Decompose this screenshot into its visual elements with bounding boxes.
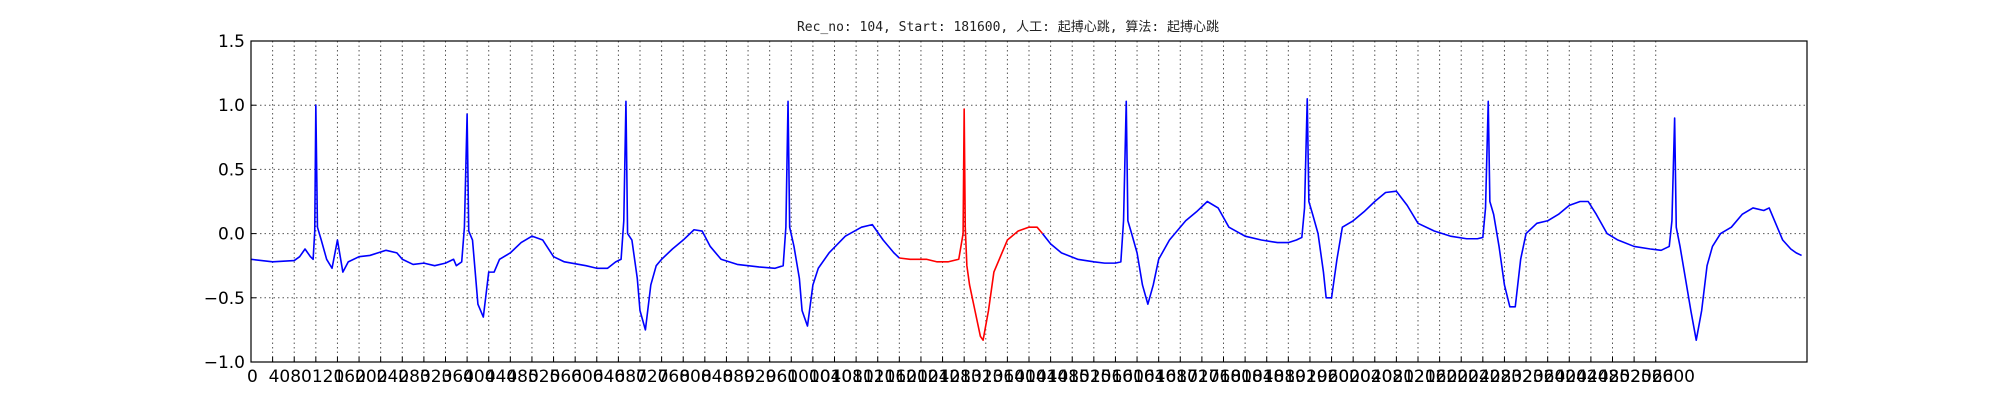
- x-tick-label: 1440: [1025, 367, 1068, 387]
- y-tick-label: −0.5: [204, 289, 245, 309]
- x-tick-label: 1600: [1111, 367, 1154, 387]
- y-tick-label: 1.0: [218, 96, 245, 116]
- x-tick-label: 680: [614, 367, 646, 387]
- ecg-series-line-1: [899, 108, 1044, 341]
- x-tick-label: 920: [744, 367, 776, 387]
- x-tick-label: 440: [485, 367, 517, 387]
- x-tick-label: 1880: [1263, 367, 1306, 387]
- x-tick-label: 2320: [1500, 367, 1543, 387]
- x-tick-label: 360: [442, 367, 474, 387]
- x-tick-label: 1240: [917, 367, 960, 387]
- x-tick-label: 40: [269, 367, 291, 387]
- chart-title: Rec_no: 104, Start: 181600, 人工: 起搏心跳, 算法…: [797, 19, 1219, 35]
- x-tick-label: 1520: [1068, 367, 1111, 387]
- x-tick-label: 2440: [1565, 367, 1608, 387]
- series-lines: [250, 97, 1802, 341]
- y-tick-label: 0.5: [218, 160, 245, 180]
- x-tick-label: 1320: [960, 367, 1003, 387]
- x-tick-label: 2240: [1457, 367, 1500, 387]
- y-tick-label: −1.0: [204, 353, 245, 373]
- x-tick-label: 1840: [1241, 367, 1284, 387]
- x-tick-label: 1120: [852, 367, 895, 387]
- x-tick-label: 640: [593, 367, 625, 387]
- x-tick-label: 760: [658, 367, 690, 387]
- x-tick-label: 2040: [1349, 367, 1392, 387]
- x-tick-label: 1400: [1003, 367, 1046, 387]
- x-tick-label: 720: [636, 367, 668, 387]
- x-tick-label: 1560: [1090, 367, 1133, 387]
- x-tick-label: 280: [398, 367, 430, 387]
- x-tick-label: 1760: [1198, 367, 1241, 387]
- x-tick-label: 2560: [1630, 367, 1673, 387]
- x-tick-label: 1960: [1306, 367, 1349, 387]
- grid-lines: [251, 41, 1807, 362]
- x-tick-label: 1720: [1176, 367, 1219, 387]
- x-tick-label: 320: [420, 367, 452, 387]
- x-tick-label: 1040: [809, 367, 852, 387]
- x-tick-label: 1920: [1284, 367, 1327, 387]
- x-tick-label: 80: [290, 367, 312, 387]
- x-tick-label: 0: [247, 367, 258, 387]
- x-tick-label: 840: [701, 367, 733, 387]
- x-tick-label: 2000: [1328, 367, 1371, 387]
- x-tick-label: 1360: [982, 367, 1025, 387]
- x-tick-label: 1680: [1155, 367, 1198, 387]
- y-tick-labels: −1.0 −0.5 0.0 0.5 1.0 1.5: [204, 32, 256, 373]
- x-tick-label: 1640: [1133, 367, 1176, 387]
- x-tick-label: 960: [766, 367, 798, 387]
- y-tick-label: 1.5: [218, 32, 245, 52]
- x-tick-label: 2120: [1392, 367, 1435, 387]
- x-tick-label: 160: [333, 367, 365, 387]
- x-tick-label: 560: [550, 367, 582, 387]
- x-tick-label: 880: [722, 367, 754, 387]
- x-tick-label: 800: [679, 367, 711, 387]
- x-tick-label: 120: [312, 367, 344, 387]
- x-tick-label: 2360: [1522, 367, 1565, 387]
- x-tick-label: 2480: [1587, 367, 1630, 387]
- x-tick-label: 1160: [874, 367, 917, 387]
- x-tick-label: 2400: [1544, 367, 1587, 387]
- x-tick-label: 1000: [787, 367, 830, 387]
- x-tick-label: 520: [528, 367, 560, 387]
- x-tick-label: 200: [355, 367, 387, 387]
- x-tick-labels: 0 40 80 12016020024028032036040044048052056…: [247, 357, 1695, 387]
- x-tick-label: 1800: [1220, 367, 1263, 387]
- x-tick-label: 1480: [1047, 367, 1090, 387]
- x-tick-label: 2280: [1479, 367, 1522, 387]
- x-tick-label: 480: [506, 367, 538, 387]
- x-tick-label: 400: [463, 367, 495, 387]
- x-tick-label: 1200: [895, 367, 938, 387]
- ecg-series-line-2: [1041, 97, 1802, 341]
- x-tick-label: 600: [571, 367, 603, 387]
- x-tick-label: 1280: [939, 367, 982, 387]
- x-tick-label: 240: [377, 367, 409, 387]
- x-tick-label: 2080: [1371, 367, 1414, 387]
- x-tick-label: 2200: [1436, 367, 1479, 387]
- x-tick-label: 2600: [1652, 367, 1695, 387]
- y-tick-label: 0.0: [218, 225, 245, 245]
- x-tick-label: 2160: [1414, 367, 1457, 387]
- x-tick-label: 2520: [1609, 367, 1652, 387]
- x-tick-label: 1080: [831, 367, 874, 387]
- ecg-series-line-0: [250, 100, 900, 331]
